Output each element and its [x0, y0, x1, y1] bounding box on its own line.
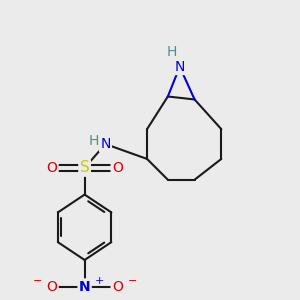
- Text: S: S: [80, 160, 89, 175]
- Text: −: −: [128, 276, 137, 286]
- Text: N: N: [100, 137, 111, 151]
- Text: H: H: [167, 45, 178, 59]
- Text: H: H: [88, 134, 99, 148]
- Text: O: O: [46, 161, 57, 175]
- Text: +: +: [95, 276, 104, 286]
- Text: O: O: [112, 161, 123, 175]
- Text: O: O: [46, 280, 57, 294]
- Text: −: −: [32, 276, 42, 286]
- Text: N: N: [79, 280, 90, 294]
- Text: N: N: [175, 60, 185, 74]
- Text: O: O: [112, 280, 123, 294]
